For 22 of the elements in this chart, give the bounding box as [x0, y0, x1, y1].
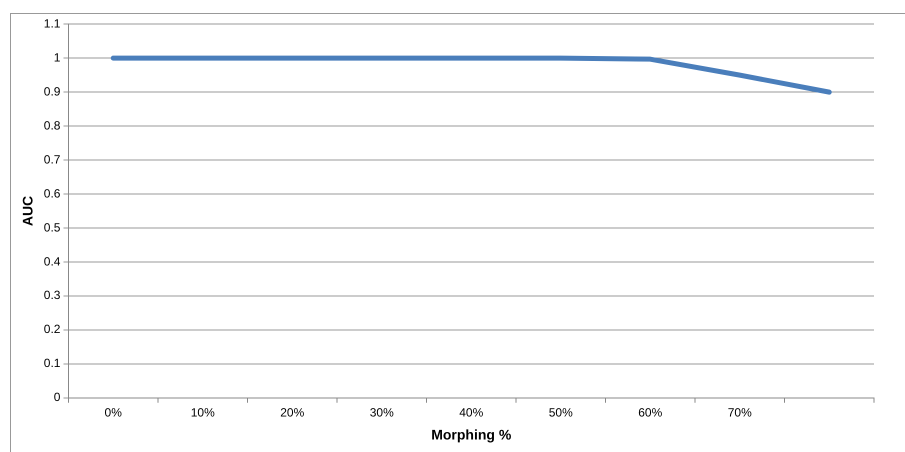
y-tick-label: 1.1 — [44, 16, 61, 31]
x-tick-label: 20% — [280, 405, 305, 420]
y-tick-label: 0.4 — [44, 254, 61, 268]
y-tick-label: 0.8 — [44, 118, 61, 132]
y-tick-label: 0 — [54, 390, 61, 404]
x-tick-label: 10% — [190, 405, 216, 420]
y-tick-label: 0.5 — [44, 220, 61, 234]
x-tick-label: 0% — [104, 405, 122, 420]
y-tick-label: 0.6 — [44, 186, 61, 200]
y-tick-label: 0.9 — [44, 84, 61, 98]
y-tick-label: 0.7 — [44, 152, 61, 166]
x-axis-title: Morphing % — [431, 426, 512, 442]
x-tick-label: 50% — [548, 405, 574, 420]
x-tick-label: 60% — [638, 405, 663, 420]
x-tick-label: 30% — [370, 405, 394, 420]
x-tick-label: 40% — [459, 405, 484, 420]
y-tick-label: 1 — [54, 50, 61, 64]
x-tick-label: 70% — [728, 405, 752, 420]
y-tick-label: 0.3 — [44, 288, 61, 302]
y-tick-label: 0.2 — [44, 322, 61, 336]
y-tick-label: 0.1 — [44, 356, 61, 370]
y-axis-title: AUC — [19, 196, 36, 226]
